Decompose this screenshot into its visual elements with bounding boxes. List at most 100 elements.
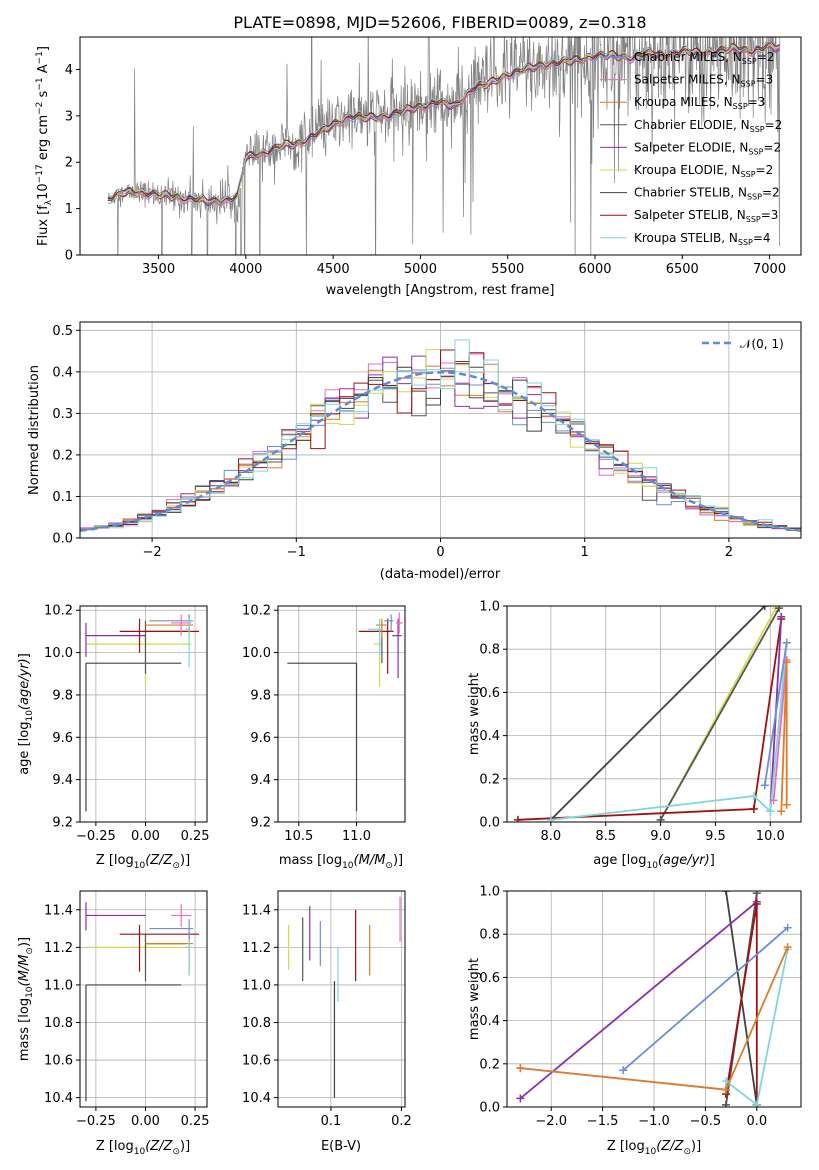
weight-marker: [656, 815, 665, 822]
age_vs_mass-ytick-label: 9.4: [250, 773, 271, 788]
weight_vs_Z-xtick-label: 0.0: [746, 1114, 767, 1129]
weight-marker: [516, 1064, 525, 1073]
age_vs_Z-ytick-label: 9.2: [52, 816, 73, 831]
spectrum-model-line: [107, 40, 780, 203]
spectrum-ticks: 3500 4000 4500 5000 5500 6000 6500 7000 0 1 2 3 4: [65, 63, 786, 277]
legend-entry-label: Salpeter ELODIE, N: [634, 140, 748, 154]
residuals-xtick-label: −2: [143, 545, 162, 560]
legend-entry-suffix: =2: [757, 50, 775, 64]
spectrum-xtick-label: 5000: [404, 262, 437, 277]
residuals-ticks: −2 −1 0 1 2 0.0 0.1 0.2 0.3 0.4 0.5: [52, 324, 733, 560]
age-vs-mass-panel: 10.5 11.0 9.2 9.4 9.6 9.8 10.0 10.2 mass [log10…: [242, 604, 406, 871]
data-point: [368, 618, 384, 655]
weight-vs-z-ylabel: mass weight: [467, 958, 482, 1040]
data-point: [384, 614, 394, 632]
spectrum-ylabel: Flux [fλ10−17 erg cm−2 s−1 A−1]: [35, 46, 54, 246]
spectrum-ytick-label: 2: [65, 156, 73, 171]
weight_vs_Z-xtick-label: −0.5: [690, 1114, 722, 1129]
mass-vs-z-frame: [79, 890, 208, 1108]
age_vs_mass-ytick-label: 9.2: [250, 816, 271, 831]
weight_vs_age-ytick-label: 0.2: [479, 772, 500, 787]
weight-marker: [546, 815, 555, 822]
spectrum-model-line: [107, 43, 780, 206]
spectrum-ytick-label: 3: [65, 109, 73, 124]
mass-vs-z-ticks: −0.25 0.00 0.25 10.4 10.6 10.8 11.0 11.2 11.4: [44, 903, 210, 1129]
legend-entry-suffix: =2: [765, 118, 783, 132]
mass_vs_Z-ytick-label: 10.4: [44, 1091, 73, 1106]
spectrum-ytick-label: 0: [65, 249, 73, 264]
data-point: [85, 984, 182, 1102]
mass_vs_EBV-ytick-label: 10.8: [242, 1016, 271, 1031]
age_vs_mass-xtick-label: 11.0: [342, 829, 371, 844]
weight-marker: [760, 606, 769, 610]
mass_vs_EBV-xtick-label: 0.2: [391, 1114, 412, 1129]
mass_vs_Z-ytick-label: 11.2: [44, 941, 73, 956]
spectrum-xtick-label: 6000: [578, 262, 611, 277]
data-point: [358, 618, 394, 674]
legend-entry: Kroupa STELIB, NSSP=4: [634, 231, 771, 247]
weight_vs_age-ytick-label: 0.0: [479, 816, 500, 831]
mass_vs_EBV-ytick-label: 11.0: [242, 978, 271, 993]
weight-marker: [783, 923, 792, 932]
weight-marker: [782, 638, 791, 647]
age_vs_mass-ytick-label: 10.0: [242, 646, 271, 661]
mass_vs_EBV-ytick-label: 10.6: [242, 1054, 271, 1069]
age_vs_Z-ytick-label: 9.6: [52, 731, 73, 746]
weight-marker: [769, 796, 778, 805]
residuals-xlabel: (data-model)/error: [380, 567, 501, 582]
legend-entry-label: Chabrier STELIB, N: [634, 186, 747, 200]
data-point: [395, 612, 403, 634]
mass_vs_EBV-ytick-label: 11.4: [242, 903, 271, 918]
weight-vs-age-xlabel: age [log10(age/yr)]: [593, 853, 715, 871]
weight-marker: [721, 1077, 730, 1086]
weight-vs-age-frame: [506, 605, 802, 823]
spectrum-ytick-label: 1: [65, 202, 73, 217]
weight-vs-z-panel: −2.0 −1.5 −1.0 −0.5 0.0 0.0 0.2 0.4 0.6 0.8 1.0 Z …: [467, 885, 802, 1157]
legend-entry-suffix: =3: [748, 95, 766, 109]
weight-marker: [749, 805, 758, 814]
weight-series: [769, 656, 791, 805]
age_vs_mass-xtick-label: 10.5: [284, 829, 313, 844]
legend-entry-label: Chabrier ELODIE, N: [634, 118, 750, 132]
weight-line: [763, 642, 788, 786]
mass_vs_Z-ytick-label: 11.0: [44, 978, 73, 993]
weight-marker: [775, 606, 784, 613]
weight_vs_Z-xtick-label: −1.0: [638, 1114, 670, 1129]
data-point: [392, 618, 402, 678]
weight-line: [772, 659, 788, 801]
weight-marker: [752, 1100, 761, 1107]
residuals-frame: [79, 321, 802, 539]
spectrum-xtick-label: 4500: [317, 262, 350, 277]
residuals-xtick-label: 0: [436, 545, 444, 560]
weight-series: [619, 923, 792, 1075]
mass-vs-z-xlabel: Z [log10(Z/Z⊙)]: [96, 1139, 190, 1157]
weight-vs-age-lines: [513, 606, 791, 822]
legend-entry-label: Salpeter STELIB, N: [634, 208, 746, 222]
age-vs-z-ylabel: age [log10(age/yr)]: [17, 653, 35, 775]
weight_vs_age-ytick-label: 0.6: [479, 686, 500, 701]
weight_vs_Z-ytick-label: 1.0: [479, 885, 500, 900]
legend-entry-sub: SSP: [748, 147, 763, 156]
age-vs-z-frame: [79, 605, 208, 823]
weight_vs_Z-ytick-label: 0.2: [479, 1057, 500, 1072]
mass-vs-ebv-xlabel: E(B-V): [321, 1139, 361, 1154]
age-vs-z-panel: −0.25 0.00 0.25 9.2 9.4 9.6 9.8 10.0 10.2 Z [log…: [17, 604, 210, 871]
mass_vs_Z-xtick-label: 0.25: [181, 1114, 210, 1129]
age_vs_Z-ytick-label: 9.4: [52, 773, 73, 788]
weight-series: [656, 606, 784, 822]
weight-marker: [752, 891, 761, 898]
data-point: [185, 939, 190, 976]
data-point: [85, 622, 146, 657]
mass_vs_Z-xtick-label: 0.00: [131, 1114, 160, 1129]
legend-entry: Chabrier STELIB, NSSP=2: [634, 186, 780, 202]
weight-marker: [760, 781, 769, 790]
age_vs_Z-xtick-label: −0.25: [76, 829, 116, 844]
legend-entry-sub: SSP: [750, 125, 765, 134]
normal-curve: [80, 371, 801, 532]
spectrum-xtick-label: 5500: [491, 262, 524, 277]
weight-line: [550, 642, 788, 821]
spectrum-xtick-label: 4000: [229, 262, 262, 277]
age_vs_Z-xtick-label: 0.00: [131, 829, 160, 844]
